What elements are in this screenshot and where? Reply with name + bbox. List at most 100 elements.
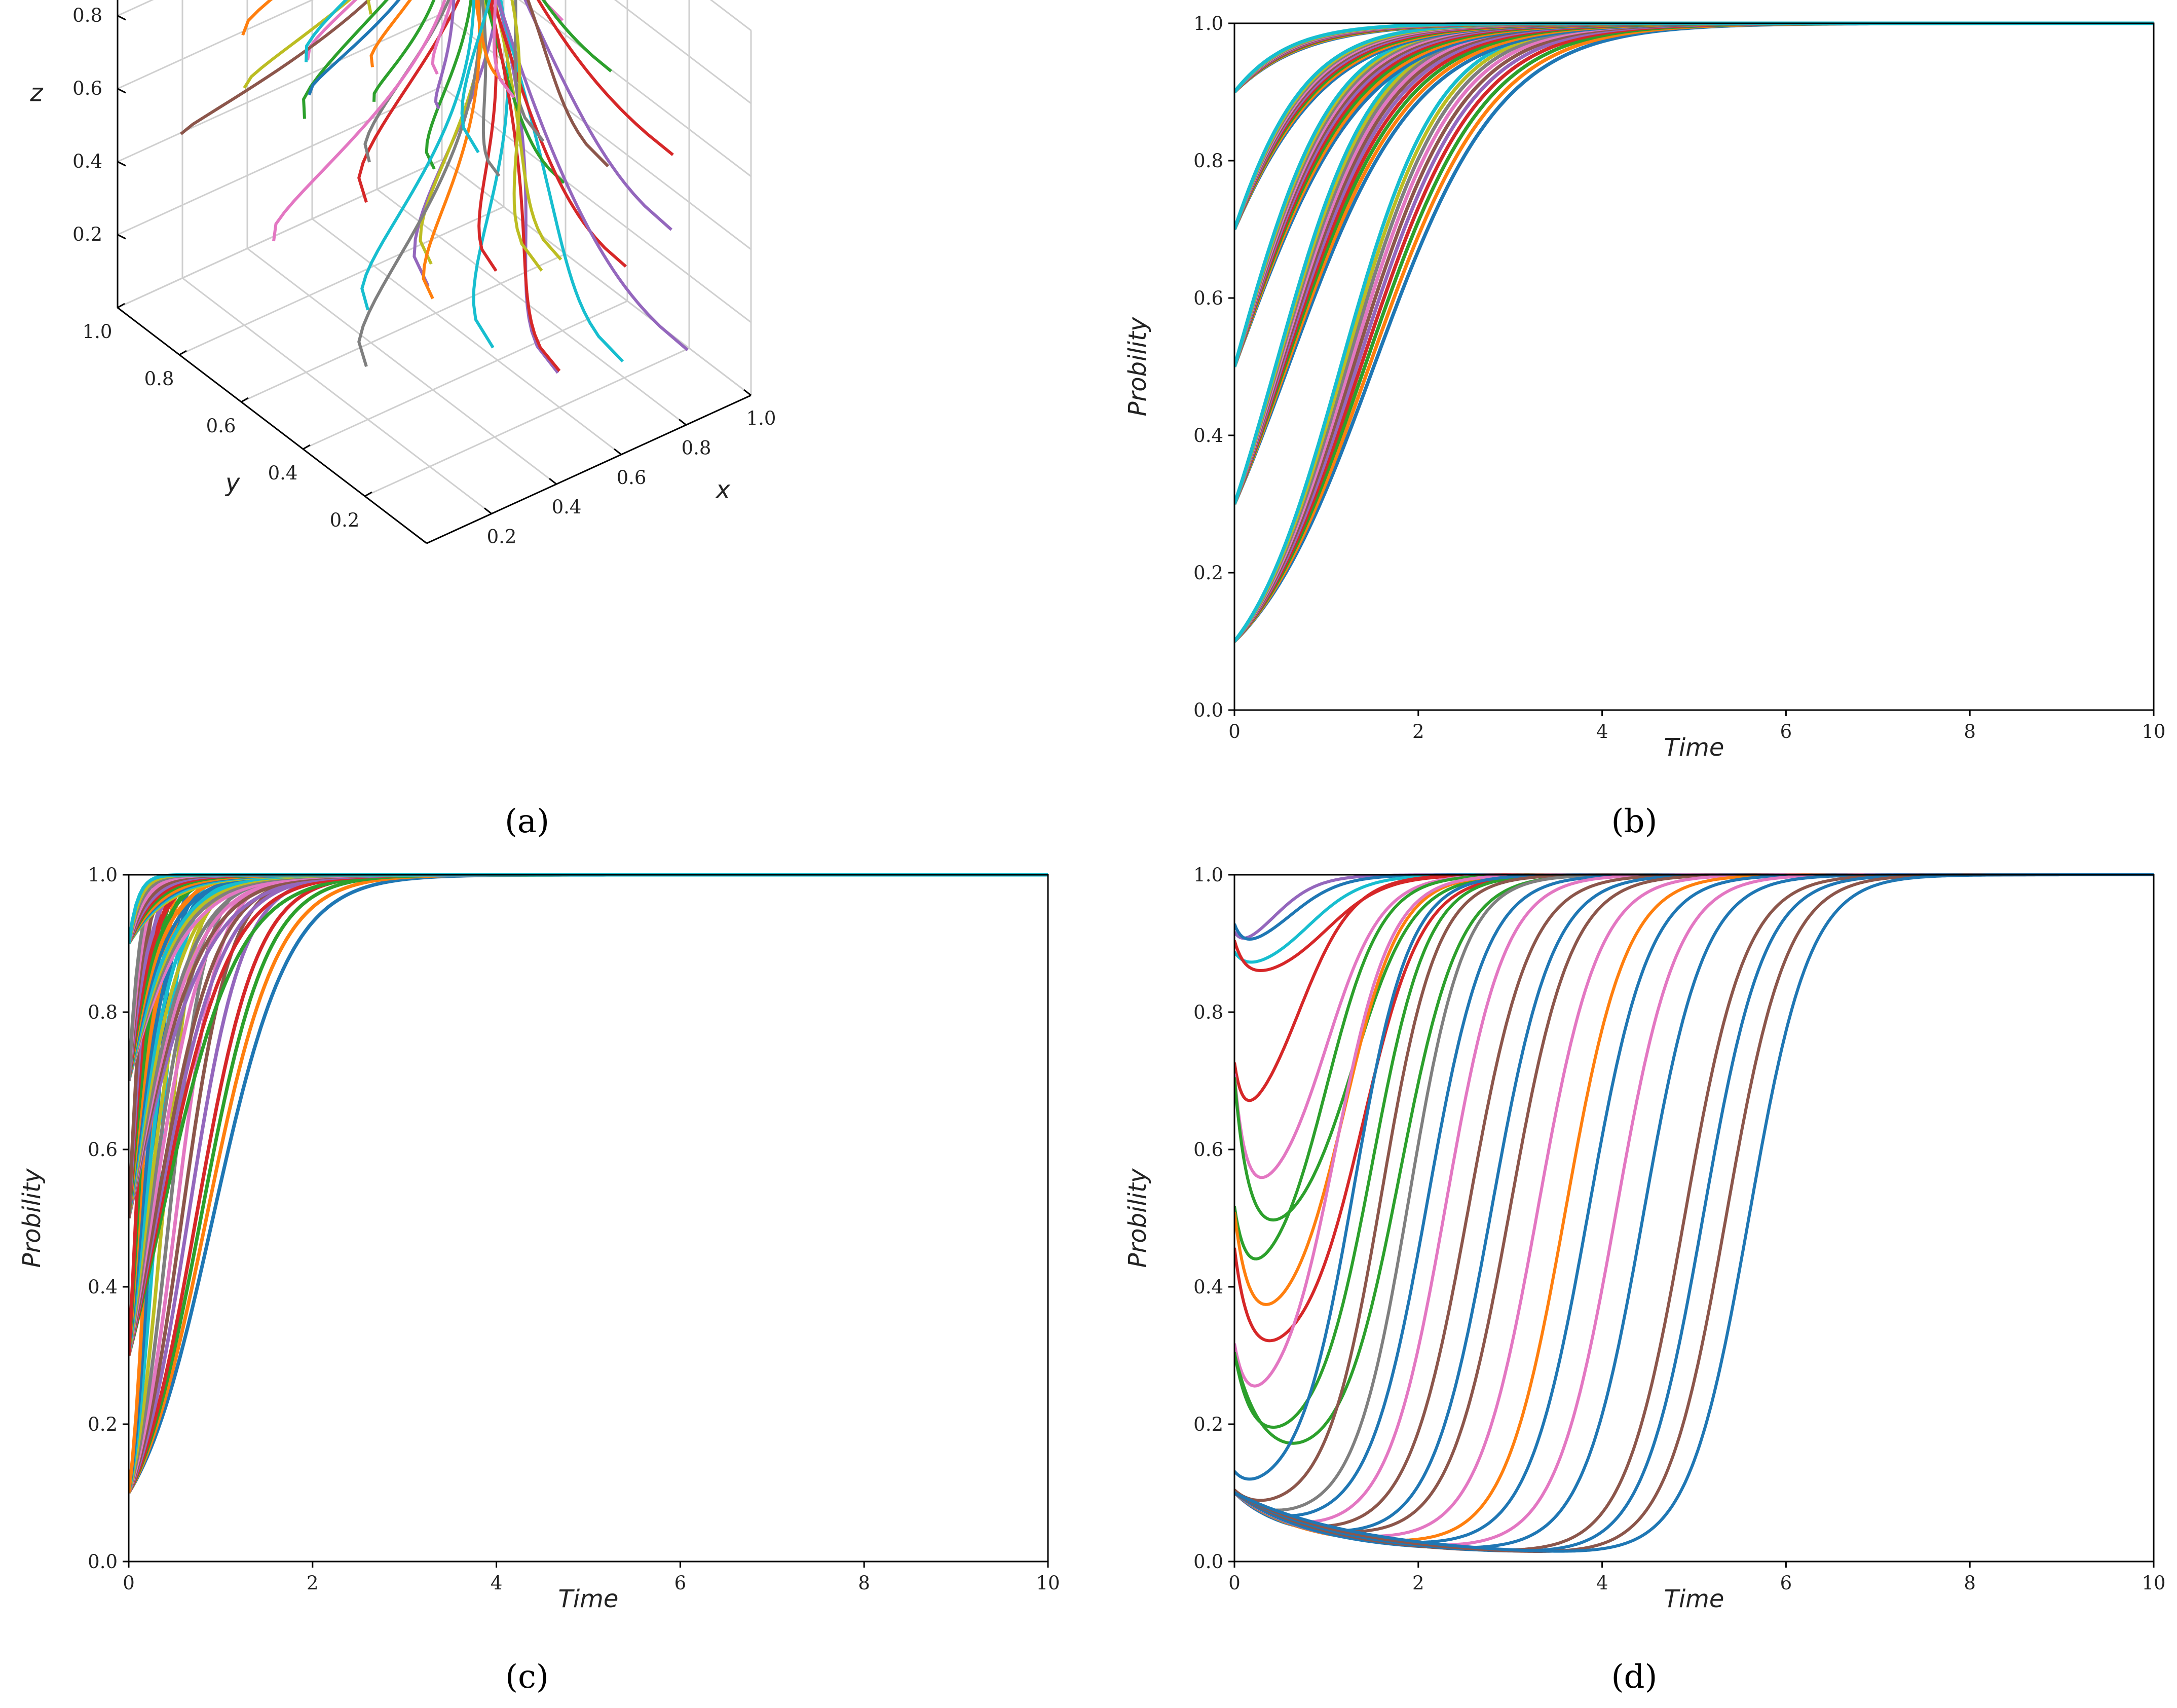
c-series-line [129, 873, 1048, 1356]
a-ztick-mark [117, 161, 126, 167]
d-series-line [1234, 873, 2154, 1552]
a-grid-line [312, 218, 622, 455]
b-ytick-label: 1.0 [1193, 13, 1223, 34]
a-xtick-label: 0.8 [682, 437, 711, 459]
a-trajectory-line [523, 0, 672, 231]
a-trajectory-line [492, 0, 515, 99]
a-y-axis [117, 307, 427, 544]
a-ytick-mark [179, 350, 187, 356]
c-series-line [129, 873, 1048, 1219]
d-xtick-label: 6 [1780, 1572, 1792, 1594]
d-series-line [1234, 873, 2154, 1534]
a-ztick-mark [117, 15, 126, 21]
d-series-line [1234, 873, 2154, 1553]
c-ytick-label: 0.6 [88, 1139, 118, 1161]
c-ytick-label: 0.0 [88, 1551, 118, 1573]
c-series-line [129, 873, 1048, 1218]
c-series-line [129, 873, 1048, 1218]
b-plot-frame [1233, 22, 2155, 711]
a-grid-line [247, 248, 557, 485]
c-series-line [129, 873, 1048, 1494]
b-ytick-label: 0.0 [1193, 699, 1223, 721]
d-series-line [1234, 873, 2154, 1512]
c-series-line [129, 873, 1048, 1219]
a-grid-line [441, 86, 752, 323]
a-ytick-mark [303, 444, 311, 450]
c-xtick-label: 6 [674, 1572, 687, 1594]
a-grid-line [117, 13, 442, 163]
d-xtick-label: 4 [1596, 1572, 1608, 1594]
c-series-line [129, 873, 1048, 1494]
c-xtick-label: 10 [1036, 1572, 1060, 1594]
c-xtick-label: 8 [858, 1572, 870, 1594]
a-trajectory-line [425, 0, 473, 170]
a-trajectory-line [513, 0, 545, 142]
d-series-line [1234, 873, 2154, 1553]
a-trajectory-line [419, 0, 487, 265]
c-series-line [129, 873, 1048, 1493]
b-xtick-label: 6 [1780, 721, 1792, 742]
panel-d-chart: 0 2 4 6 8 10 0.0 0.2 0.4 0.6 0.8 1.0 Time Probility [1123, 864, 2166, 1613]
c-series-line [129, 873, 1048, 1356]
a-ztick-label: 0.4 [72, 151, 102, 172]
d-series-line [1234, 873, 2154, 1524]
c-series-line [129, 873, 1048, 1494]
c-ytick-label: 0.8 [88, 1001, 118, 1023]
d-ytick-label: 0.6 [1193, 1139, 1223, 1161]
a-ztick-label: 0.2 [72, 224, 102, 245]
a-grid-line [441, 159, 752, 396]
a-trajectory-line [541, 0, 612, 72]
a-grid-line [377, 189, 687, 426]
c-series-line [129, 873, 1048, 1494]
c-series-line [129, 873, 1048, 1494]
a-xtick-mark [743, 389, 752, 396]
c-plot-frame [128, 874, 1049, 1563]
d-series-line [1234, 873, 2154, 964]
c-series-line [129, 873, 1048, 1494]
caption-c: (c) [505, 1658, 549, 1696]
c-series-line [129, 873, 1048, 1494]
d-series-line [1234, 873, 2154, 1553]
a-xtick-label: 0.6 [617, 467, 647, 489]
c-series-line [129, 873, 1048, 1493]
a-xtick-label: 0.2 [487, 526, 517, 548]
a-xtick-mark [679, 419, 687, 426]
a-ytick-label: 0.2 [330, 509, 360, 531]
caption-b: (b) [1611, 803, 1658, 840]
b-ylabel: Probility [1123, 317, 1152, 416]
a-trajectory-line [526, 0, 610, 168]
c-series-line [129, 873, 1048, 1218]
b-ytick-label: 0.6 [1193, 287, 1223, 309]
c-series-line [129, 873, 1048, 1219]
c-series-line [129, 873, 1048, 1494]
a-ytick-mark [117, 303, 125, 309]
a-ytick-label: 0.6 [206, 415, 236, 437]
c-series-line [129, 873, 1048, 1356]
c-series-group [129, 873, 1048, 1494]
a-grid-line [614, 0, 752, 104]
d-ytick-label: 0.8 [1193, 1001, 1223, 1023]
c-series-line [129, 873, 1048, 1219]
a-ytick-label: 0.4 [268, 462, 298, 484]
c-series-line [129, 873, 1048, 1218]
c-xtick-label: 2 [307, 1572, 319, 1594]
d-plot-frame [1233, 874, 2155, 1563]
a-grid-line [182, 277, 492, 514]
a-grid-line [303, 300, 628, 450]
c-series-line [129, 873, 1048, 1219]
b-ytick-label: 0.8 [1193, 150, 1223, 172]
d-ytick-label: 0.0 [1193, 1551, 1223, 1573]
d-ytick-label: 0.2 [1193, 1414, 1223, 1435]
a-xtick-label: 0.4 [552, 496, 582, 518]
b-xlabel: Time [1664, 733, 1724, 762]
b-series-group [1234, 21, 2154, 643]
c-ytick-label: 0.4 [88, 1276, 118, 1298]
a-ytick-mark [241, 397, 249, 403]
a-trajectory-line [360, 0, 475, 311]
c-series-line [129, 873, 1048, 1494]
d-xtick-label: 8 [1964, 1572, 1976, 1594]
a-trajectory-line [434, 0, 456, 109]
a-trajectory-line [308, 0, 401, 96]
a-grid-line [364, 347, 690, 497]
a-ztick-mark [117, 88, 126, 94]
